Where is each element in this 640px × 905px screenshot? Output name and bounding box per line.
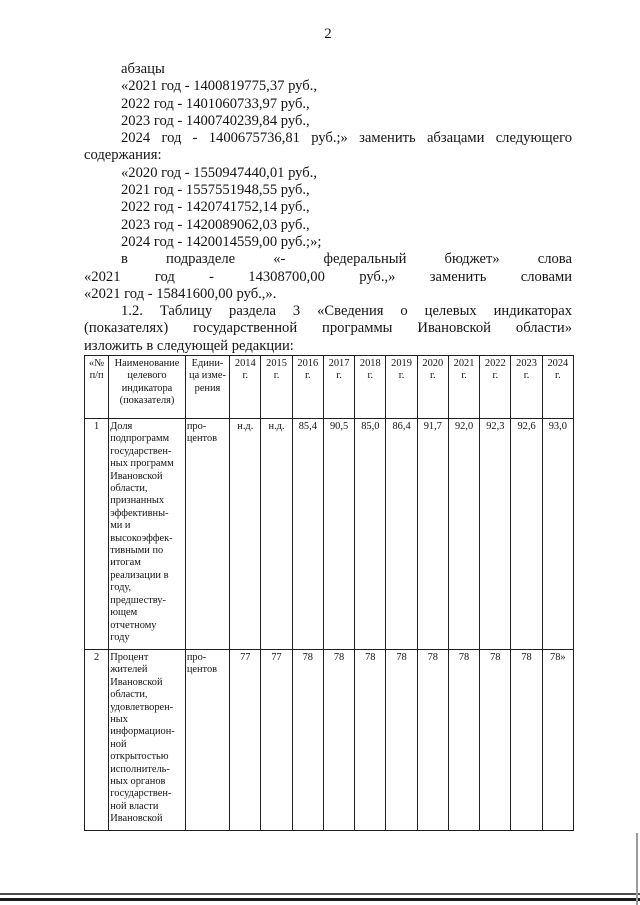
table-col-header-year: 2014 г. <box>229 355 262 419</box>
body-line: 2023 год - 1400740239,84 руб., <box>121 112 310 129</box>
table-row: 1 Доля подпрограмм государствен- ных про… <box>83 418 575 650</box>
table-row: 2 Процент жителей Ивановской области, уд… <box>83 649 575 831</box>
table-col-header-year: 2017 г. <box>322 355 356 419</box>
value-cell-2024: 78» <box>541 649 575 831</box>
indicator-name-cell: Процент жителей Ивановской области, удов… <box>108 649 186 831</box>
body-line: (показателях) государственной программы … <box>84 320 572 337</box>
value-cell-2019: 78 <box>385 649 418 831</box>
body-line: «2021 год - 15841600,00 руб.,». <box>84 285 277 302</box>
body-line: содержания: <box>84 147 162 164</box>
row-number-cell: 1 <box>83 418 110 650</box>
table-col-header-unit: Едини- ца изме- рения <box>184 355 231 419</box>
body-line: «2020 год - 1550947440,01 руб., <box>121 164 318 181</box>
row-number-cell: 2 <box>83 649 110 831</box>
table-col-header-num: «№ п/п <box>83 355 110 419</box>
body-line: 2021 год - 1557551948,55 руб., <box>121 182 310 199</box>
body-line: «2021 год - 1400819775,37 руб., <box>121 78 318 95</box>
scan-artifact-line <box>0 898 640 901</box>
body-line: 2023 год - 1420089062,03 руб., <box>121 216 310 233</box>
value-cell-2014: н.д. <box>229 418 262 650</box>
table-col-header-year: 2021 г. <box>447 355 481 419</box>
body-line: 2024 год - 1400675736,81 руб.;» заменить… <box>121 130 572 147</box>
value-cell-2024: 93,0 <box>541 418 575 650</box>
body-line: абзацы <box>121 61 165 77</box>
table-col-header-year: 2016 г. <box>291 355 324 419</box>
table-col-header-year: 2020 г. <box>416 355 449 419</box>
table-col-header-year: 2015 г. <box>260 355 293 419</box>
body-line: изложить в следующей редакции: <box>84 337 294 354</box>
unit-cell: про- центов <box>184 649 231 831</box>
value-cell-2019: 86,4 <box>385 418 418 650</box>
body-line: в подразделе «- федеральный бюджет» слов… <box>121 251 572 268</box>
value-cell-2021: 78 <box>447 649 481 831</box>
body-line: 2024 год - 1420014559,00 руб.;»; <box>121 233 322 250</box>
body-line: 2022 год - 1401060733,97 руб., <box>121 95 310 112</box>
value-cell-2014: 77 <box>229 649 262 831</box>
table-col-header-year: 2018 г. <box>354 355 387 419</box>
table-col-header-name: Наименование целевого индикатора (показа… <box>108 355 186 419</box>
table-header-row: «№ п/п Наименование целевого индикатора … <box>83 355 575 419</box>
page-number: 2 <box>324 26 332 42</box>
body-text-block: абзацы «2021 год - 1400819775,37 руб., 2… <box>84 61 572 355</box>
value-cell-2021: 92,0 <box>447 418 481 650</box>
table-col-header-year: 2024 г. <box>541 355 575 419</box>
value-cell-2023: 92,6 <box>510 418 543 650</box>
value-cell-2022: 78 <box>479 649 512 831</box>
value-cell-2016: 78 <box>291 649 324 831</box>
value-cell-2017: 78 <box>322 649 356 831</box>
value-cell-2022: 92,3 <box>479 418 512 650</box>
indicator-name-cell: Доля подпрограмм государствен- ных прогр… <box>108 418 186 650</box>
value-cell-2020: 91,7 <box>416 418 449 650</box>
body-line: «2021 год - 14308700,00 руб.,» заменить … <box>84 268 572 285</box>
table-col-header-year: 2023 г. <box>510 355 543 419</box>
value-cell-2017: 90,5 <box>322 418 356 650</box>
scan-artifact-line <box>0 893 640 895</box>
table-col-header-year: 2019 г. <box>385 355 418 419</box>
value-cell-2018: 78 <box>354 649 387 831</box>
value-cell-2016: 85,4 <box>291 418 324 650</box>
body-line: 1.2. Таблицу раздела 3 «Сведения о целев… <box>121 303 572 320</box>
value-cell-2023: 78 <box>510 649 543 831</box>
scan-artifact-edge <box>636 833 638 905</box>
unit-cell: про- центов <box>184 418 231 650</box>
value-cell-2018: 85,0 <box>354 418 387 650</box>
value-cell-2015: 77 <box>260 649 293 831</box>
value-cell-2020: 78 <box>416 649 449 831</box>
table-col-header-year: 2022 г. <box>479 355 512 419</box>
indicators-table: «№ п/п Наименование целевого индикатора … <box>83 355 575 831</box>
value-cell-2015: н.д. <box>260 418 293 650</box>
body-line: 2022 год - 1420741752,14 руб., <box>121 199 310 216</box>
